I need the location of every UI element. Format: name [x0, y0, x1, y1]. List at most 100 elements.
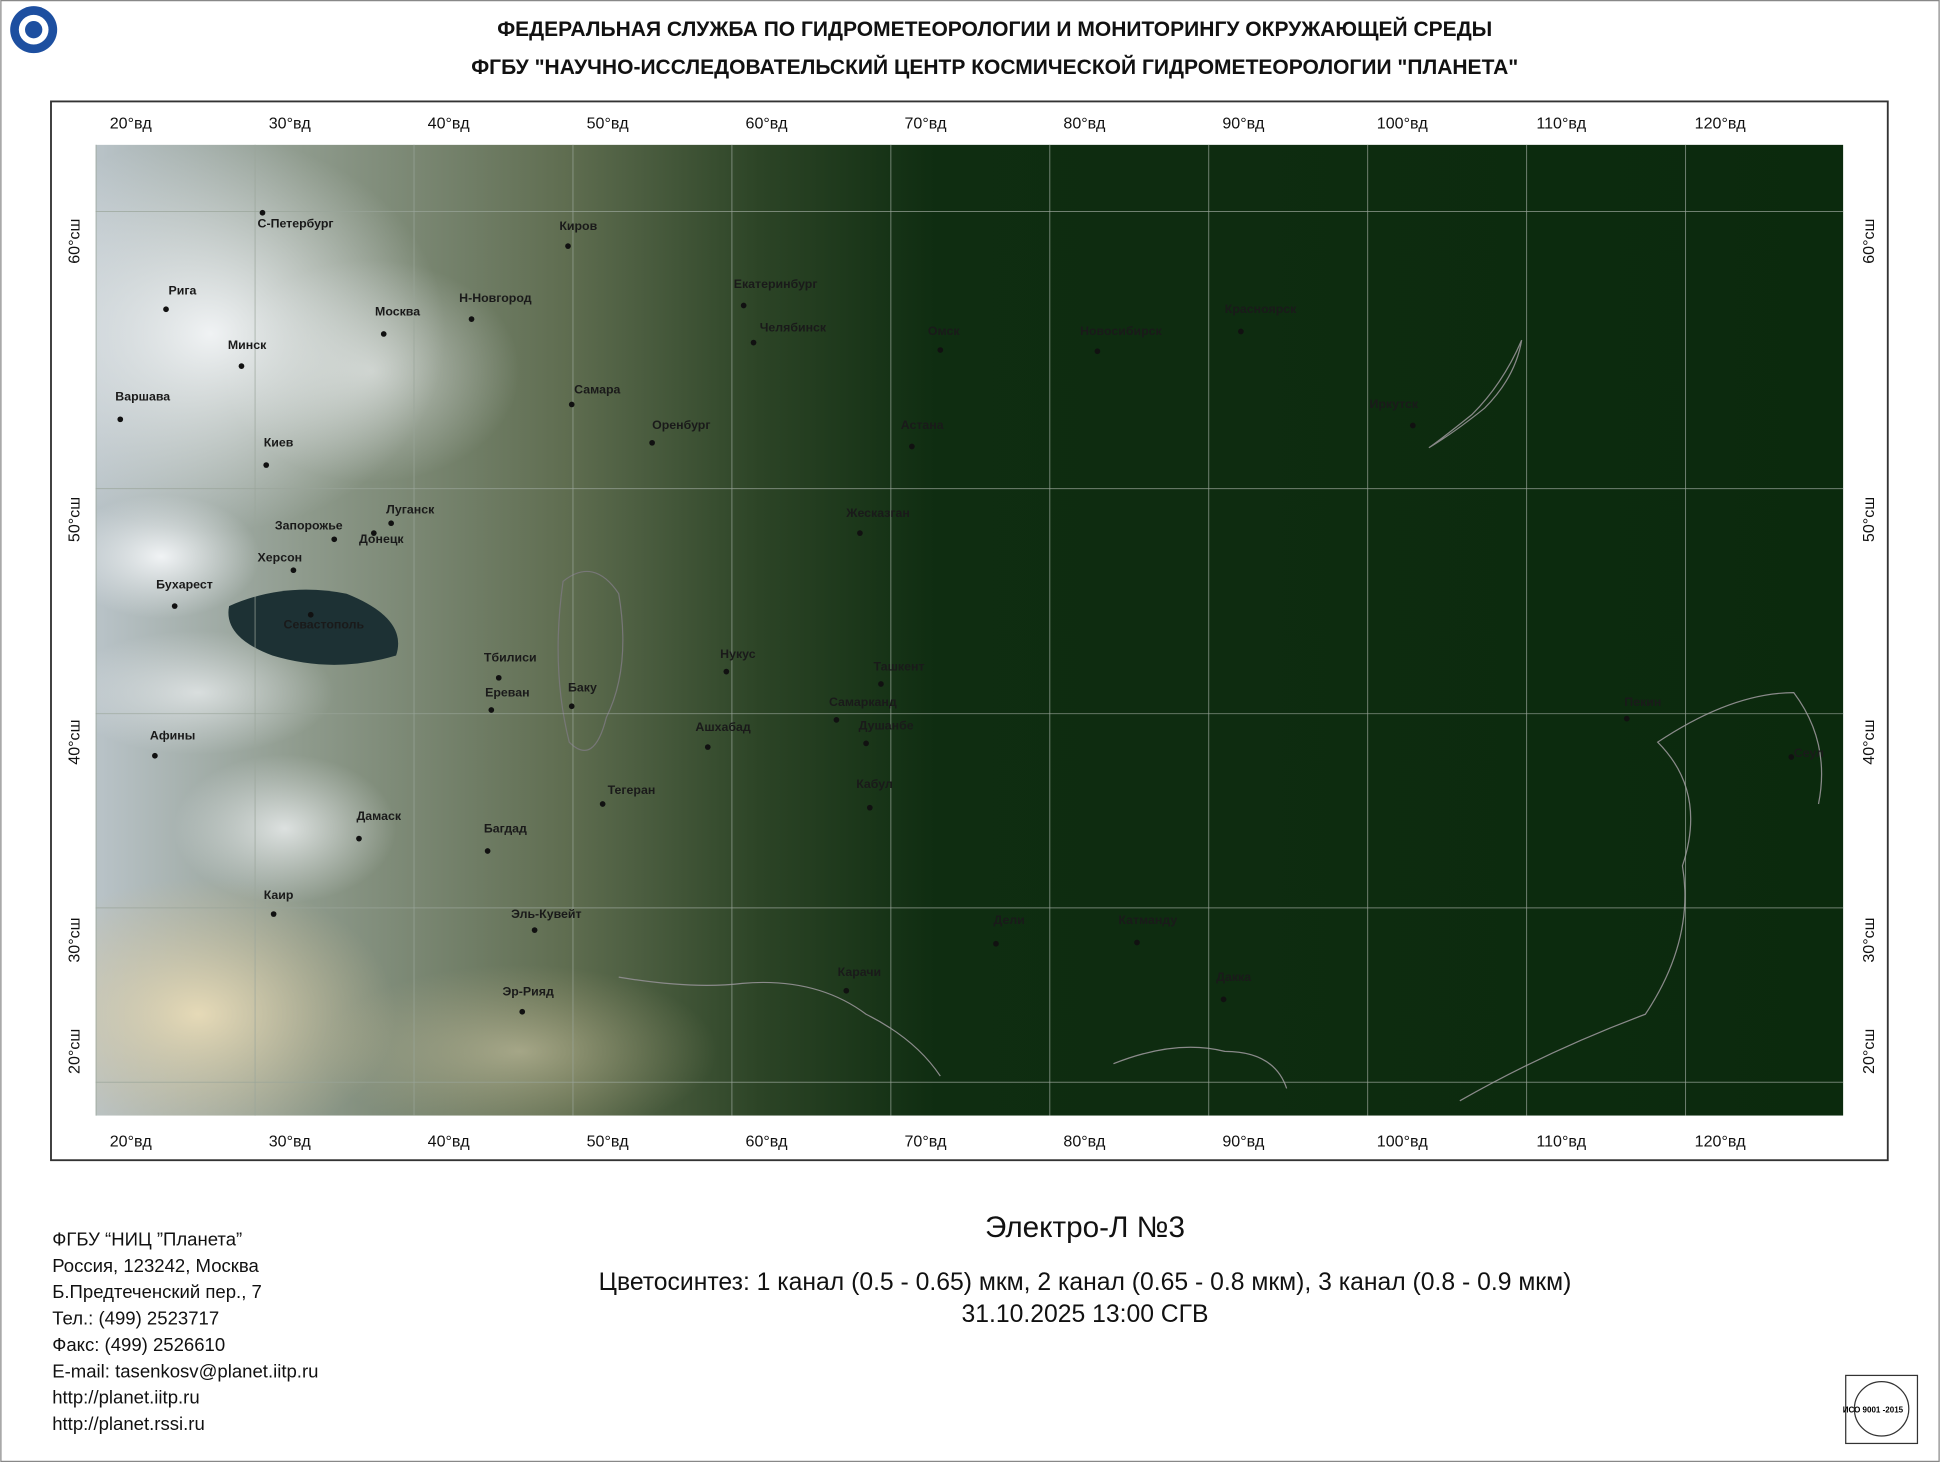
- city-label: Новосибирск: [1080, 324, 1162, 338]
- city-label: Киев: [264, 436, 294, 450]
- city-dot: [163, 306, 169, 313]
- city-dot: [568, 703, 575, 710]
- city-label: Ашхабад: [695, 720, 750, 734]
- city-dot: [1238, 328, 1244, 335]
- city-dot: [909, 443, 915, 450]
- city-dot: [1623, 715, 1630, 722]
- lon-label: 70°вд: [904, 115, 947, 133]
- city-label: Жесказган: [845, 506, 910, 520]
- lat-label: 40°сш: [1860, 720, 1878, 765]
- lon-label: 120°вд: [1695, 1133, 1747, 1151]
- lat-label: 50°сш: [65, 497, 83, 542]
- city-dot: [878, 681, 884, 687]
- lon-label: 50°вд: [587, 115, 630, 133]
- city-dot: [649, 439, 655, 446]
- city-label: Н-Новгород: [459, 291, 532, 305]
- lat-label: 30°сш: [1860, 917, 1878, 962]
- lon-label: 50°вд: [587, 1133, 630, 1151]
- city-dot: [1220, 996, 1227, 1003]
- city-dot: [937, 347, 944, 353]
- city-dot: [866, 804, 873, 811]
- city-dot: [238, 363, 245, 369]
- contact-line: Факс: (499) 2526610: [52, 1334, 225, 1355]
- city-label: Москва: [375, 304, 420, 318]
- city-dot: [484, 848, 491, 854]
- lat-label: 20°сш: [1860, 1029, 1878, 1074]
- lon-label: 70°вд: [904, 1133, 947, 1151]
- satellite-name: Электро-Л №3: [985, 1211, 1185, 1244]
- lon-label: 110°вд: [1536, 1133, 1586, 1151]
- city-label: Дакка: [1216, 970, 1251, 984]
- contact-line: Тел.: (499) 2523717: [52, 1308, 219, 1329]
- city-label: Дели: [994, 913, 1025, 927]
- lon-label: 120°вд: [1695, 115, 1747, 133]
- city-dot: [307, 611, 314, 618]
- lon-label: 40°вд: [428, 1133, 471, 1151]
- city-dot: [1409, 422, 1416, 429]
- lon-label: 90°вд: [1222, 115, 1265, 133]
- lon-label: 30°вд: [269, 1133, 312, 1151]
- city-label: Донецк: [359, 532, 404, 546]
- city-label: Омск: [928, 324, 960, 338]
- lon-label: 60°вд: [746, 1133, 789, 1151]
- city-label: Киров: [559, 219, 597, 233]
- city-dot: [599, 801, 606, 807]
- city-label: Челябинск: [760, 320, 827, 334]
- city-label: Запорожье: [275, 518, 343, 532]
- iso-text: ИСО 9001 -2015: [1843, 1406, 1904, 1415]
- city-dot: [723, 668, 730, 675]
- city-dot: [750, 339, 757, 346]
- header-line: ФГБУ "НАУЧНО-ИССЛЕДОВАТЕЛЬСКИЙ ЦЕНТР КОС…: [471, 55, 1518, 79]
- city-dot: [740, 302, 747, 309]
- satellite-image: [95, 144, 1844, 1116]
- city-label: Кабул: [856, 777, 893, 791]
- logo: [10, 6, 58, 54]
- lon-label: 40°вд: [428, 115, 471, 133]
- city-label: Херсон: [258, 551, 303, 565]
- city-dot: [270, 911, 277, 917]
- city-label: Эр-Рияд: [502, 985, 554, 999]
- city-label: Красноярск: [1225, 302, 1297, 316]
- city-dot: [519, 1008, 526, 1015]
- city-dot: [531, 927, 538, 933]
- city-dot: [568, 401, 575, 408]
- city-dot: [290, 567, 297, 574]
- lat-label: 60°сш: [1860, 219, 1878, 264]
- city-label: С-Петербург: [258, 217, 334, 231]
- city-dot: [863, 740, 869, 747]
- city-label: Ереван: [485, 685, 529, 699]
- city-label: Багдад: [484, 821, 527, 835]
- city-label: Оренбург: [652, 418, 710, 432]
- lat-label: 40°сш: [65, 720, 83, 765]
- city-dot: [495, 674, 502, 681]
- lon-label: 60°вд: [746, 115, 789, 133]
- city-label: Екатеринбург: [734, 277, 818, 291]
- city-label: Дамаск: [357, 809, 402, 823]
- city-dot: [259, 209, 266, 216]
- city-dot: [993, 940, 999, 947]
- lon-label: 30°вд: [269, 115, 312, 133]
- synthesis: Цветосинтез: 1 канал (0.5 - 0.65) мкм, 2…: [599, 1269, 1572, 1296]
- lat-label: 50°сш: [1860, 497, 1878, 542]
- city-dot: [356, 835, 362, 842]
- city-label: Иркутск: [1370, 397, 1419, 411]
- lon-label: 20°вд: [110, 115, 153, 133]
- city-label: Минск: [228, 338, 267, 352]
- city-dot: [704, 744, 711, 750]
- lon-label: 90°вд: [1222, 1133, 1265, 1151]
- lon-label: 80°вд: [1063, 115, 1106, 133]
- city-dot: [370, 530, 377, 536]
- city-dot: [468, 316, 475, 322]
- city-label: Ташкент: [874, 659, 925, 673]
- city-label: Сеул: [1794, 746, 1824, 760]
- city-label: Самара: [574, 382, 620, 396]
- city-dot: [263, 462, 270, 468]
- city-dot: [388, 520, 394, 527]
- lon-label: 100°вд: [1377, 115, 1429, 133]
- city-label: Тбилиси: [484, 651, 537, 665]
- contact-line: Б.Предтеченский пер., 7: [52, 1281, 262, 1302]
- city-dot: [1094, 348, 1101, 355]
- lon-label: 100°вд: [1377, 1133, 1429, 1151]
- contact-line: http://planet.rssi.ru: [52, 1413, 205, 1434]
